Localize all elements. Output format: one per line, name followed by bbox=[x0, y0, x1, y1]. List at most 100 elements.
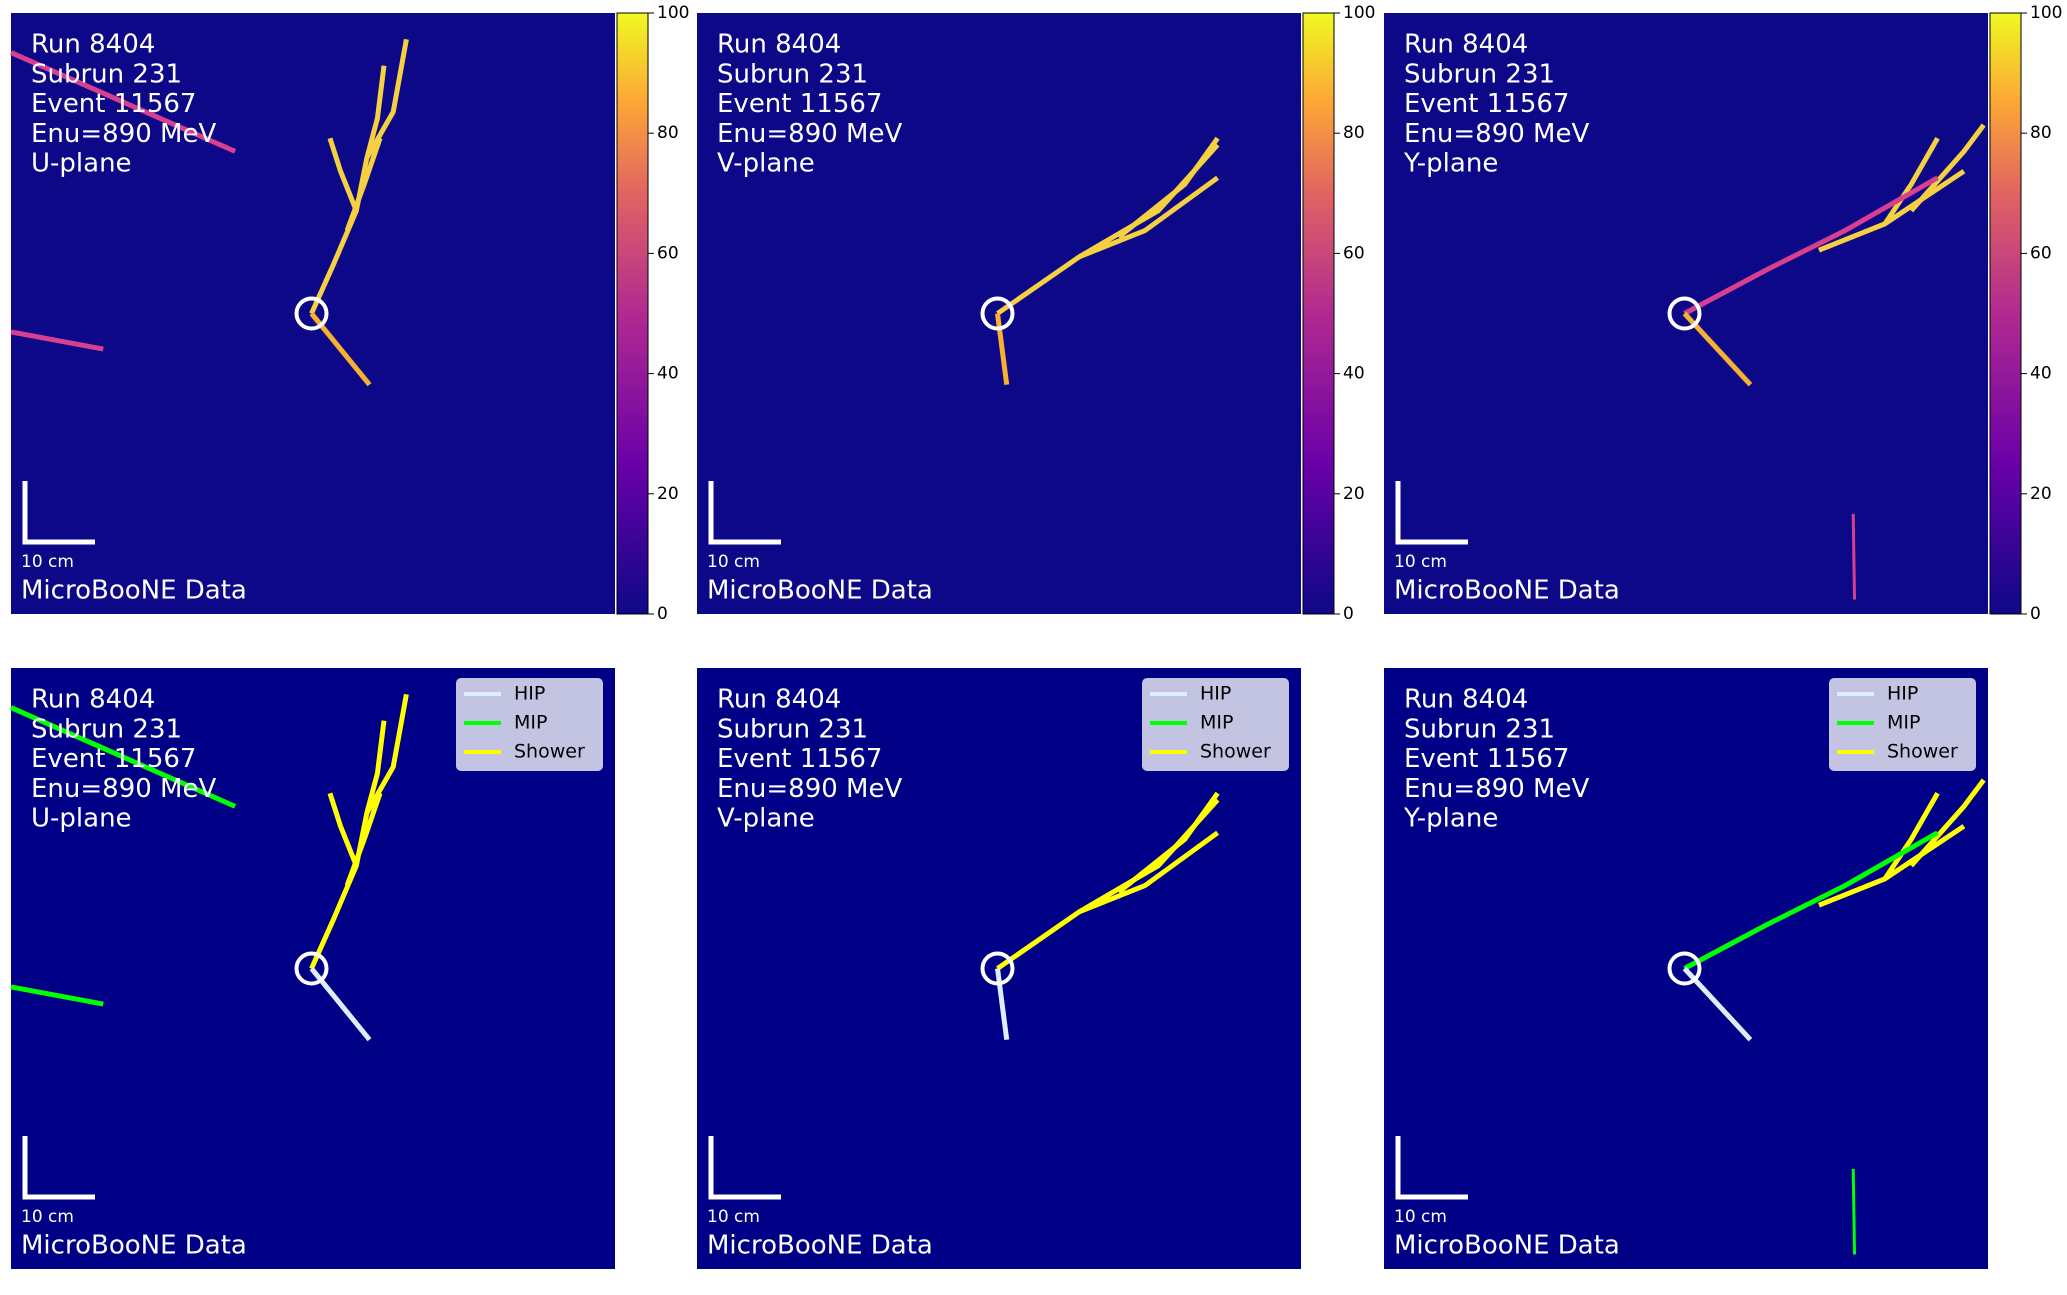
shower-track bbox=[344, 792, 383, 887]
footer-text: MicroBooNE Data bbox=[21, 1231, 247, 1261]
scale-bar bbox=[1395, 481, 1468, 545]
colorbar-gradient bbox=[1989, 12, 2022, 615]
colorbar-tick-label: 0 bbox=[2030, 604, 2041, 624]
info-text: Subrun 231 bbox=[717, 714, 868, 744]
scale-label: 10 cm bbox=[707, 1207, 760, 1227]
info-text: Run 8404 bbox=[1404, 685, 1528, 715]
colorbar-tick-label: 80 bbox=[657, 123, 679, 143]
info-text: Subrun 231 bbox=[31, 59, 182, 89]
info-text: Subrun 231 bbox=[31, 714, 182, 744]
info-text: Event 11567 bbox=[717, 744, 882, 774]
scale-bar bbox=[708, 481, 781, 545]
colorbar-tick-label: 40 bbox=[1343, 364, 1365, 384]
scale-bar bbox=[1395, 1136, 1468, 1200]
vertex-marker bbox=[980, 951, 1015, 986]
mip-track bbox=[9, 50, 237, 154]
info-text: Subrun 231 bbox=[1404, 714, 1555, 744]
legend-box bbox=[1142, 678, 1289, 771]
info-text: Run 8404 bbox=[1404, 30, 1528, 60]
shower-track bbox=[1078, 830, 1220, 915]
footer-text: MicroBooNE Data bbox=[707, 1231, 933, 1261]
info-text: Enu=890 MeV bbox=[31, 774, 216, 804]
colorbar-tick-label: 60 bbox=[2030, 243, 2052, 263]
legend-label: Shower bbox=[1887, 741, 1958, 763]
scale-bar bbox=[708, 1136, 781, 1200]
legend: HIP MIP Shower bbox=[456, 678, 603, 771]
legend-label: MIP bbox=[1887, 712, 1920, 734]
mip-track bbox=[10, 329, 104, 352]
hip-track bbox=[995, 968, 1010, 1040]
colorbar-tick-label: 20 bbox=[2030, 484, 2052, 504]
shower-track bbox=[1909, 778, 1986, 868]
colorbar-tick-label: 60 bbox=[657, 243, 679, 263]
shower-track bbox=[1117, 791, 1220, 895]
shower-track bbox=[1909, 123, 1986, 213]
mip-track bbox=[1851, 513, 1857, 600]
shower-track bbox=[1882, 791, 1940, 881]
legend-label: MIP bbox=[514, 712, 547, 734]
info-text: Run 8404 bbox=[31, 685, 155, 715]
colorbar-tick-label: 100 bbox=[2030, 3, 2062, 23]
footer-text: MicroBooNE Data bbox=[707, 576, 933, 606]
shower-track bbox=[327, 137, 359, 212]
legend: HIP MIP Shower bbox=[1829, 678, 1976, 771]
footer-text: MicroBooNE Data bbox=[21, 576, 247, 606]
legend-label: Shower bbox=[514, 741, 585, 763]
legend-label: HIP bbox=[1200, 683, 1231, 705]
info-text: Event 11567 bbox=[31, 89, 196, 119]
scale-label: 10 cm bbox=[1394, 552, 1447, 572]
shower-track bbox=[327, 792, 359, 867]
info-text: Subrun 231 bbox=[1404, 59, 1555, 89]
colorbar-tick-label: 20 bbox=[657, 484, 679, 504]
info-text: Enu=890 MeV bbox=[31, 119, 216, 149]
info-text: Run 8404 bbox=[717, 30, 841, 60]
colorbar-tick-label: 20 bbox=[1343, 484, 1365, 504]
colorbar-tick-label: 80 bbox=[2030, 123, 2052, 143]
mip-track bbox=[1851, 1168, 1857, 1255]
legend: HIP MIP Shower bbox=[1142, 678, 1289, 771]
colorbar-tick-label: 60 bbox=[1343, 243, 1365, 263]
shower-track bbox=[1117, 136, 1220, 240]
legend-label: Shower bbox=[1200, 741, 1271, 763]
info-text: Event 11567 bbox=[1404, 744, 1569, 774]
colorbar-tick-label: 80 bbox=[1343, 123, 1365, 143]
colorbar: 0 20 40 60 80 100 bbox=[1989, 3, 2062, 624]
info-text: Event 11567 bbox=[717, 89, 882, 119]
legend-label: HIP bbox=[514, 683, 545, 705]
scale-bar bbox=[22, 1136, 95, 1200]
info-text: Subrun 231 bbox=[717, 59, 868, 89]
scale-label: 10 cm bbox=[21, 1207, 74, 1227]
colorbar: 0 20 40 60 80 100 bbox=[616, 3, 689, 624]
colorbar-tick-label: 0 bbox=[1343, 604, 1354, 624]
colorbar-tick-label: 40 bbox=[657, 364, 679, 384]
info-text: Enu=890 MeV bbox=[717, 119, 902, 149]
footer-text: MicroBooNE Data bbox=[1394, 1231, 1620, 1261]
shower-track bbox=[1818, 169, 1966, 253]
info-text: Enu=890 MeV bbox=[717, 774, 902, 804]
vertex-marker bbox=[1667, 296, 1702, 331]
info-text: U-plane bbox=[31, 149, 132, 179]
mip-track bbox=[1683, 175, 1939, 316]
info-text: V-plane bbox=[717, 149, 815, 179]
info-text: Y-plane bbox=[1403, 149, 1498, 179]
info-text: Enu=890 MeV bbox=[1404, 774, 1589, 804]
info-text: Y-plane bbox=[1403, 804, 1498, 834]
mip-track bbox=[1683, 830, 1939, 971]
shower-track bbox=[364, 38, 409, 160]
shower-track bbox=[1078, 175, 1220, 260]
colorbar: 0 20 40 60 80 100 bbox=[1302, 3, 1375, 624]
info-text: Event 11567 bbox=[1404, 89, 1569, 119]
colorbar-tick-label: 100 bbox=[657, 3, 689, 23]
vertex-marker bbox=[980, 296, 1015, 331]
vertex-marker bbox=[294, 951, 329, 986]
info-text: Run 8404 bbox=[31, 30, 155, 60]
mip-track bbox=[10, 984, 104, 1007]
